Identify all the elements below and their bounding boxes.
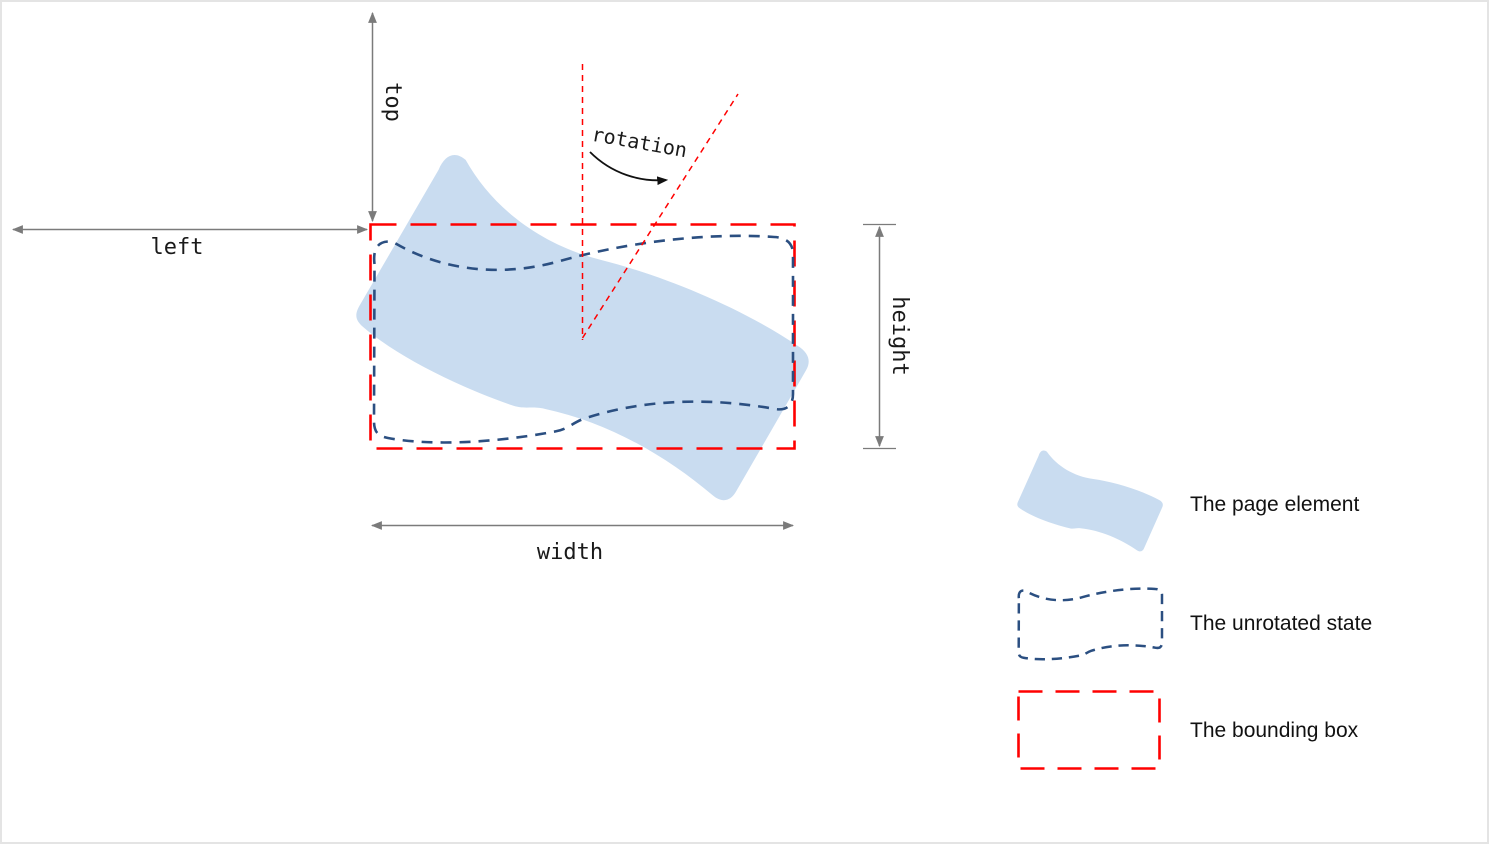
bounding-box-rect	[369, 223, 796, 450]
legend-bounding-box-swatch	[1017, 690, 1161, 770]
left-label: left	[151, 235, 204, 260]
legend-page-element-label: The page element	[1190, 493, 1359, 516]
rotation-label: rotation	[590, 122, 689, 162]
rotation-angle-line	[581, 93, 739, 339]
legend-unrotated-state-label: The unrotated state	[1190, 612, 1372, 635]
legend-unrotated-state-swatch	[1017, 587, 1164, 661]
legend-bounding-box-label: The bounding box	[1190, 719, 1359, 742]
rotation-arc-arrow	[589, 151, 669, 186]
width-label: width	[537, 540, 603, 565]
top-label: top	[380, 82, 405, 122]
height-label: height	[887, 296, 912, 375]
legend-item-unrotated-state: The unrotated state	[1017, 587, 1372, 661]
legend: The page element The unrotated state The…	[1015, 447, 1372, 770]
legend-page-element-swatch	[1015, 447, 1165, 563]
legend-item-page-element: The page element	[1015, 447, 1359, 563]
legend-item-bounding-box: The bounding box	[1017, 690, 1359, 770]
